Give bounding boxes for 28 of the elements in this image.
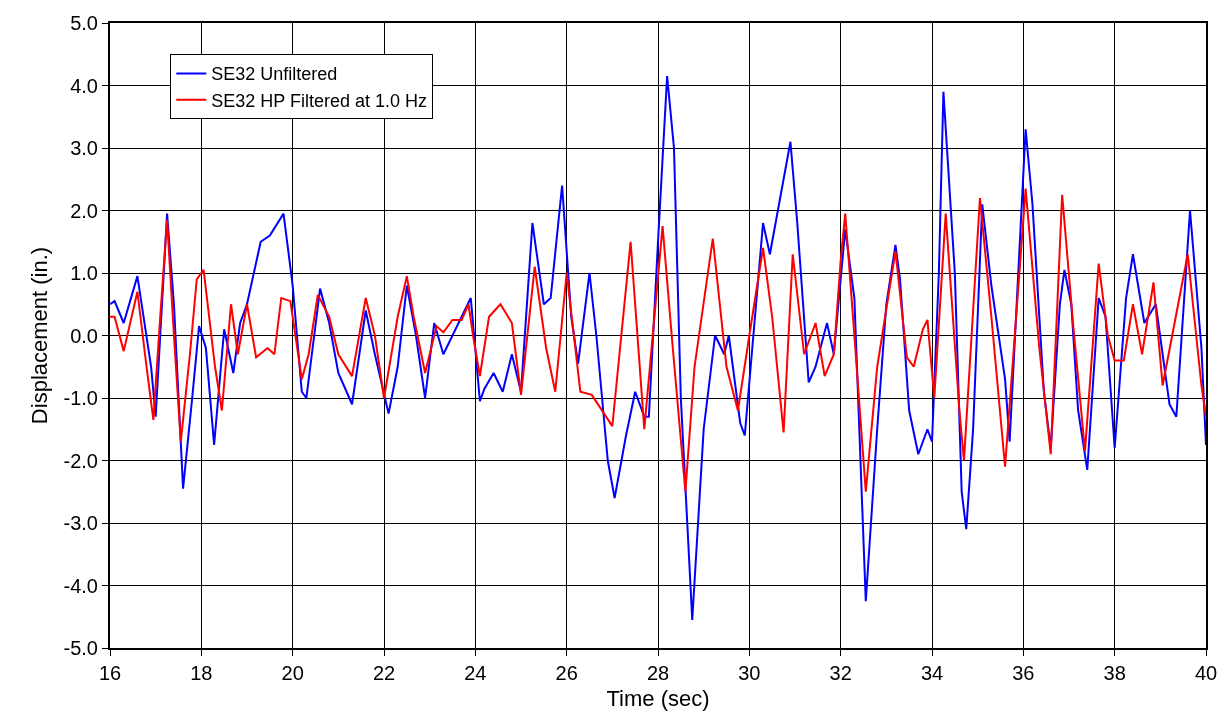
legend-label: SE32 Unfiltered (211, 64, 338, 85)
y-tick-label: 3.0 (70, 137, 98, 159)
x-tick-label: 36 (1012, 662, 1035, 684)
y-tick-label: -5.0 (63, 637, 98, 659)
x-tick-label: 38 (1103, 662, 1126, 684)
y-tick-label: -3.0 (63, 512, 98, 534)
legend-label: SE32 HP Filtered at 1.0 Hz (211, 90, 428, 111)
y-tick-label: -1.0 (63, 387, 98, 409)
y-axis-title: Displacement (in.) (26, 246, 52, 425)
x-tick-label: 28 (646, 662, 670, 684)
y-tick-label: -4.0 (63, 574, 98, 597)
x-tick-label: 16 (98, 662, 122, 684)
x-tick-label: 34 (920, 662, 944, 684)
y-tick-label: 2.0 (70, 199, 98, 222)
y-tick-label: 0.0 (70, 324, 98, 347)
x-tick-label: 30 (738, 662, 761, 684)
y-tick-label: 5.0 (70, 12, 98, 34)
x-tick-label: 20 (281, 662, 304, 684)
y-tick-label: 1.0 (70, 262, 98, 284)
x-tick-label: 32 (829, 662, 852, 684)
y-tick-label: -2.0 (63, 449, 98, 472)
x-axis-title: Time (sec) (606, 686, 710, 712)
x-tick-label: 26 (555, 662, 578, 684)
x-tick-label: 40 (1194, 662, 1218, 684)
x-tick-label: 24 (464, 662, 487, 684)
x-tick-label: 18 (190, 662, 213, 684)
y-tick-label: 4.0 (70, 74, 98, 97)
x-tick-label: 22 (372, 662, 396, 684)
